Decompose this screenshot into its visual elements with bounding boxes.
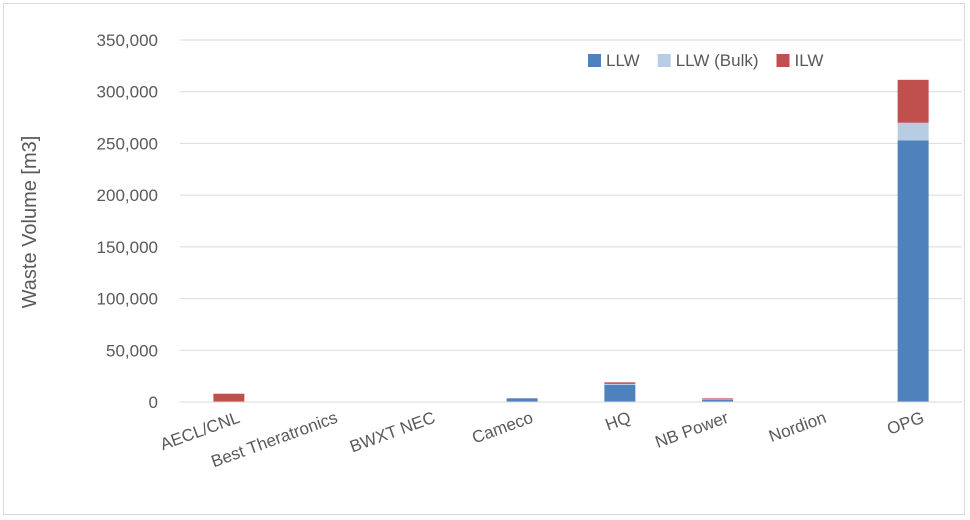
y-tick-label: 200,000 [97, 186, 158, 205]
gridlines [180, 39, 962, 351]
bar-segment [604, 382, 636, 384]
legend-swatch [657, 54, 671, 67]
chart-frame [3, 3, 965, 515]
bar-segment [897, 79, 929, 123]
bar-segment [702, 398, 734, 400]
y-axis-label: Waste Volume [m3] [19, 136, 41, 309]
y-tick-label: 50,000 [106, 341, 158, 360]
legend-label: ILW [795, 51, 824, 70]
legend-label: LLW (Bulk) [676, 51, 759, 70]
legend-swatch [588, 54, 601, 67]
y-tick-label: 0 [149, 393, 158, 412]
y-tick-label: 350,000 [97, 31, 158, 50]
x-category-label: HQ [603, 408, 633, 435]
y-tick-label: 250,000 [97, 134, 158, 153]
legend: LLW LLW (Bulk) ILW [588, 51, 823, 70]
x-category-label: Nordion [766, 408, 828, 446]
x-category-label: NB Power [653, 408, 732, 452]
bar-segment [213, 393, 245, 402]
legend-swatch [776, 54, 790, 67]
bar-segment [897, 122, 929, 141]
bars [213, 79, 929, 402]
y-tick-label: 300,000 [97, 83, 158, 102]
x-category-label: OPG [884, 408, 926, 439]
legend-label: LLW [606, 51, 640, 70]
bar-segment [702, 399, 734, 402]
bar-segment [604, 383, 636, 385]
bar-segment [604, 384, 636, 402]
y-tick-label: 150,000 [97, 238, 158, 257]
y-axis-ticks: 0 50,000 100,000 150,000 200,000 250,000 300,0… [97, 31, 158, 412]
x-category-label: Cameco [470, 408, 536, 448]
bar-segment [702, 399, 734, 400]
bar-segment [506, 398, 538, 402]
bar-segment [897, 140, 929, 402]
y-tick-label: 100,000 [97, 290, 158, 309]
x-category-label: BWXT NEC [347, 408, 438, 456]
